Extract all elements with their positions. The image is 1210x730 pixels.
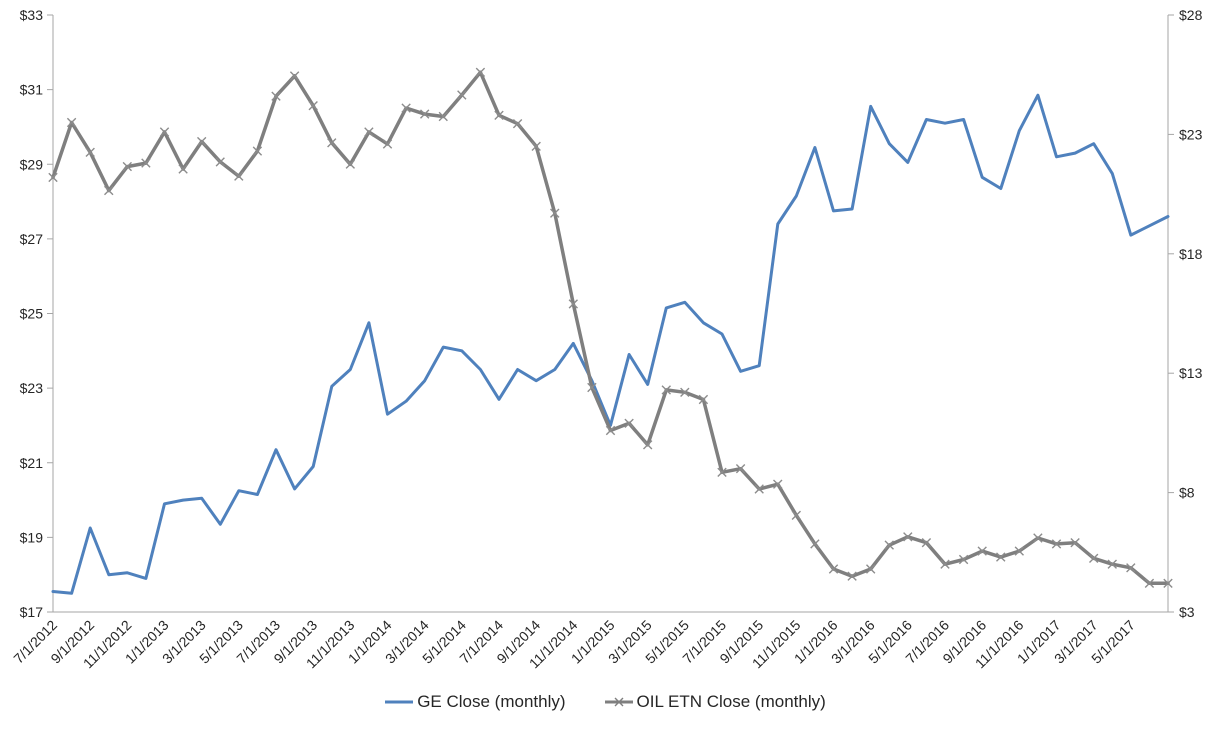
right-axis-label: $13	[1179, 365, 1203, 381]
legend-label-ge: GE Close (monthly)	[417, 692, 566, 711]
left-axis-label: $19	[20, 529, 44, 545]
legend-label-oil: OIL ETN Close (monthly)	[636, 692, 826, 711]
right-axis-label: $28	[1179, 7, 1203, 23]
oil-etn-x-markers	[48, 67, 1173, 588]
legend-item-oil[interactable]: OIL ETN Close (monthly)	[604, 692, 826, 712]
right-axis-label: $18	[1179, 246, 1203, 262]
legend-item-ge[interactable]: GE Close (monthly)	[384, 692, 566, 712]
oil-etn-line[interactable]	[51, 70, 1170, 586]
legend: GE Close (monthly) OIL ETN Close (monthl…	[0, 686, 1210, 718]
left-axis-label: $29	[20, 156, 44, 172]
left-axis-label: $31	[20, 82, 44, 98]
left-axis-label: $23	[20, 380, 44, 396]
right-axis-label: $3	[1179, 604, 1195, 620]
left-axis-label: $33	[20, 7, 44, 23]
oil-line-swatch	[604, 697, 633, 707]
ge-line-swatch	[385, 700, 414, 704]
right-axis-label: $23	[1179, 126, 1203, 142]
right-axis-label: $8	[1179, 485, 1195, 501]
ge-close-line[interactable]	[51, 93, 1170, 595]
left-axis-label: $21	[20, 455, 44, 471]
left-axis-label: $25	[20, 306, 44, 322]
left-axis-label: $17	[20, 604, 44, 620]
left-axis-label: $27	[20, 231, 44, 247]
